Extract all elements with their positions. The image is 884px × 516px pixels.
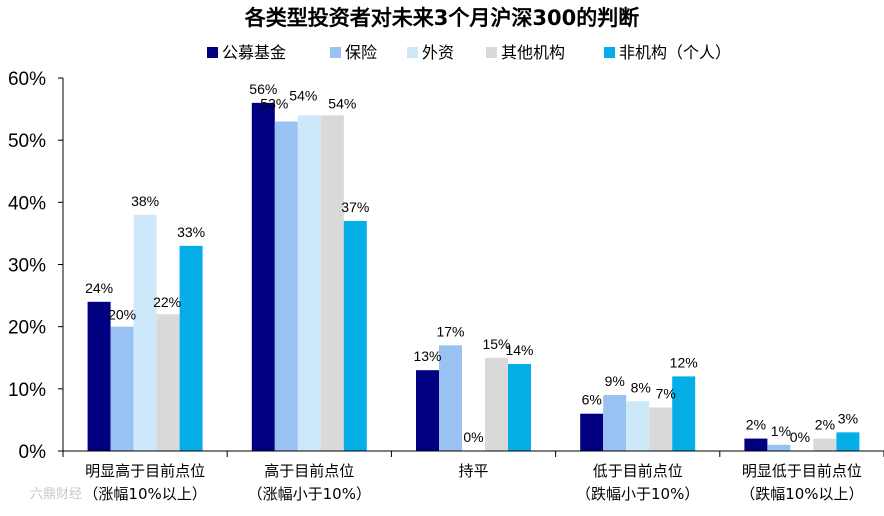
category-label-3-0: 低于目前点位 <box>593 462 683 480</box>
data-label-3-0: 6% <box>582 392 602 408</box>
data-label-1-1: 53% <box>260 96 288 112</box>
category-label-1-0: 高于目前点位 <box>264 462 354 480</box>
category-label-3-1: （跌幅小于10%） <box>576 485 699 503</box>
y-axis: 0% 10% 20% 30% 40% 50% 60% <box>8 69 64 463</box>
bar-2-1 <box>439 345 462 451</box>
bar-3-2 <box>626 401 650 451</box>
category-label-1-1: （涨幅小于10%） <box>248 485 371 503</box>
category-label-4-1: （跌幅10%以上） <box>740 485 863 503</box>
data-label-4-4: 3% <box>838 410 858 426</box>
data-label-0-1: 20% <box>108 307 136 323</box>
data-label-3-1: 9% <box>605 373 625 389</box>
data-label-2-3: 15% <box>482 336 510 352</box>
bar-0-0 <box>87 301 111 451</box>
bar-0-1 <box>110 326 134 451</box>
y-tick-label: 0% <box>19 442 47 463</box>
legend-label-4: 非机构（个人） <box>619 43 731 62</box>
data-label-1-2: 54% <box>289 87 317 103</box>
bar-3-4 <box>672 376 696 451</box>
bar-4-4 <box>836 432 860 451</box>
data-label-4-0: 2% <box>746 417 766 433</box>
category-label-4-0: 明显低于目前点位 <box>742 462 862 480</box>
data-label-0-0: 24% <box>85 280 113 296</box>
data-label-4-1: 1% <box>771 423 791 439</box>
data-label-1-4: 37% <box>341 199 369 215</box>
bar-3-1 <box>603 395 627 451</box>
bar-1-3 <box>320 115 344 452</box>
data-label-2-0: 13% <box>413 348 441 364</box>
data-label-0-2: 38% <box>131 193 159 209</box>
data-label-4-3: 2% <box>815 417 835 433</box>
legend-label-2: 外资 <box>422 43 454 62</box>
legend-swatch-0 <box>207 47 218 58</box>
legend-label-1: 保险 <box>345 43 377 62</box>
y-tick-label: 30% <box>8 256 46 277</box>
category-label-0-1: （涨幅10%以上） <box>83 485 206 503</box>
bar-2-0 <box>416 370 439 451</box>
bar-0-4 <box>179 245 203 451</box>
legend-swatch-3 <box>486 47 497 58</box>
bar-4-3 <box>813 438 837 451</box>
data-label-3-3: 7% <box>656 385 676 401</box>
y-tick-label: 50% <box>8 131 46 152</box>
x-axis: 明显高于目前点位 （涨幅10%以上） 高于目前点位 （涨幅小于10%） 持平 低于目前点位… <box>62 450 884 503</box>
category-label-2-0: 持平 <box>458 462 488 480</box>
y-tick-label: 40% <box>8 193 46 214</box>
legend: 公募基金 保险 外资 其他机构 非机构（个人） <box>207 43 731 62</box>
bar-4-0 <box>744 438 768 451</box>
legend-swatch-1 <box>330 47 341 58</box>
data-labels: 24%20%38%22%33%56%53%54% 54%37%13%17%0%15… <box>85 81 858 445</box>
category-label-0-0: 明显高于目前点位 <box>85 462 205 480</box>
chart-title: 各类型投资者对未来3个月沪深300的判断 <box>244 6 639 30</box>
data-label-1-3: 54% <box>328 95 356 111</box>
data-label-3-2: 8% <box>631 379 651 395</box>
data-label-2-4: 14% <box>505 342 533 358</box>
bar-3-3 <box>649 407 673 451</box>
watermark: 六鼎财经 <box>30 487 82 502</box>
data-label-4-2: 0% <box>790 429 810 445</box>
data-label-0-3: 22% <box>153 294 181 310</box>
data-label-0-4: 33% <box>177 224 205 240</box>
y-tick-label: 60% <box>8 69 46 90</box>
legend-label-3: 其他机构 <box>501 43 565 62</box>
bar-4-1 <box>767 444 791 451</box>
y-tick-label: 10% <box>8 380 46 401</box>
bar-1-4 <box>343 220 367 451</box>
data-label-1-0: 56% <box>249 81 277 97</box>
data-label-2-2: 0% <box>463 429 483 445</box>
data-label-3-4: 12% <box>670 354 698 370</box>
bar-2-3 <box>485 357 508 451</box>
bar-0-3 <box>156 314 180 451</box>
bars <box>87 102 860 452</box>
legend-label-0: 公募基金 <box>222 43 286 62</box>
bar-3-0 <box>580 413 604 451</box>
bar-1-0 <box>251 102 275 451</box>
data-label-2-1: 17% <box>436 323 464 339</box>
bar-0-2 <box>133 214 157 451</box>
legend-swatch-4 <box>604 47 615 58</box>
bar-1-2 <box>297 115 321 452</box>
bar-2-4 <box>508 363 531 451</box>
y-tick-label: 20% <box>8 318 46 339</box>
legend-swatch-2 <box>407 47 418 58</box>
bar-1-1 <box>274 121 298 452</box>
